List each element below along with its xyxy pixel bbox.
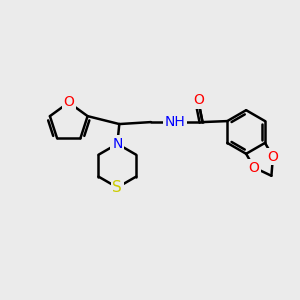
Text: NH: NH [164, 115, 185, 129]
Text: S: S [112, 180, 122, 195]
Text: O: O [63, 95, 74, 110]
Text: O: O [268, 150, 278, 164]
Text: O: O [249, 160, 260, 175]
Text: O: O [193, 93, 204, 107]
Text: N: N [112, 137, 122, 151]
